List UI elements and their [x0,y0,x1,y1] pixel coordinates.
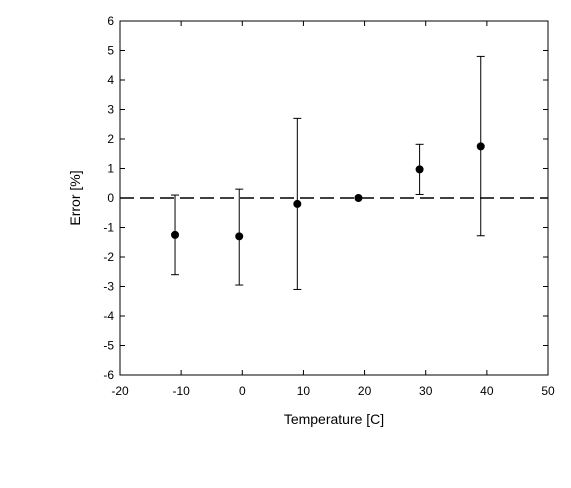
y-tick-label: -2 [103,250,114,264]
y-tick-label: 0 [107,191,114,205]
data-point [415,165,424,174]
x-tick-label: 10 [297,384,311,398]
y-tick-label: -3 [103,280,114,294]
data-point [476,142,485,151]
data-point [235,232,244,241]
y-tick-label: -4 [103,309,114,323]
data-point [354,194,363,202]
x-tick-label: 20 [358,384,372,398]
y-tick-label: 4 [107,73,114,87]
data-points [171,142,485,241]
x-axis-ticks: -20 -10 0 10 20 30 40 50 [111,21,555,398]
y-tick-label: -5 [103,339,114,353]
y-tick-label: -6 [103,368,114,382]
y-tick-label: 2 [107,132,114,146]
x-tick-label: 30 [419,384,433,398]
x-tick-label: 40 [480,384,494,398]
x-tick-label: -20 [111,384,129,398]
y-tick-label: 1 [107,162,114,176]
x-tick-label: 50 [541,384,555,398]
y-tick-label: 3 [107,103,114,117]
y-axis-ticks: -6 -5 -4 -3 -2 -1 0 1 2 3 4 5 6 [103,14,548,382]
y-tick-label: 6 [107,14,114,28]
y-tick-label: 5 [107,44,114,58]
x-axis-label: Temperature [C] [284,411,384,427]
y-tick-label: -1 [103,221,114,235]
x-tick-label: -10 [172,384,190,398]
data-point [293,199,302,208]
error-bars [171,55,485,290]
x-tick-label: 0 [239,384,246,398]
data-point [171,230,180,239]
y-axis-label: Error [%] [67,170,83,225]
